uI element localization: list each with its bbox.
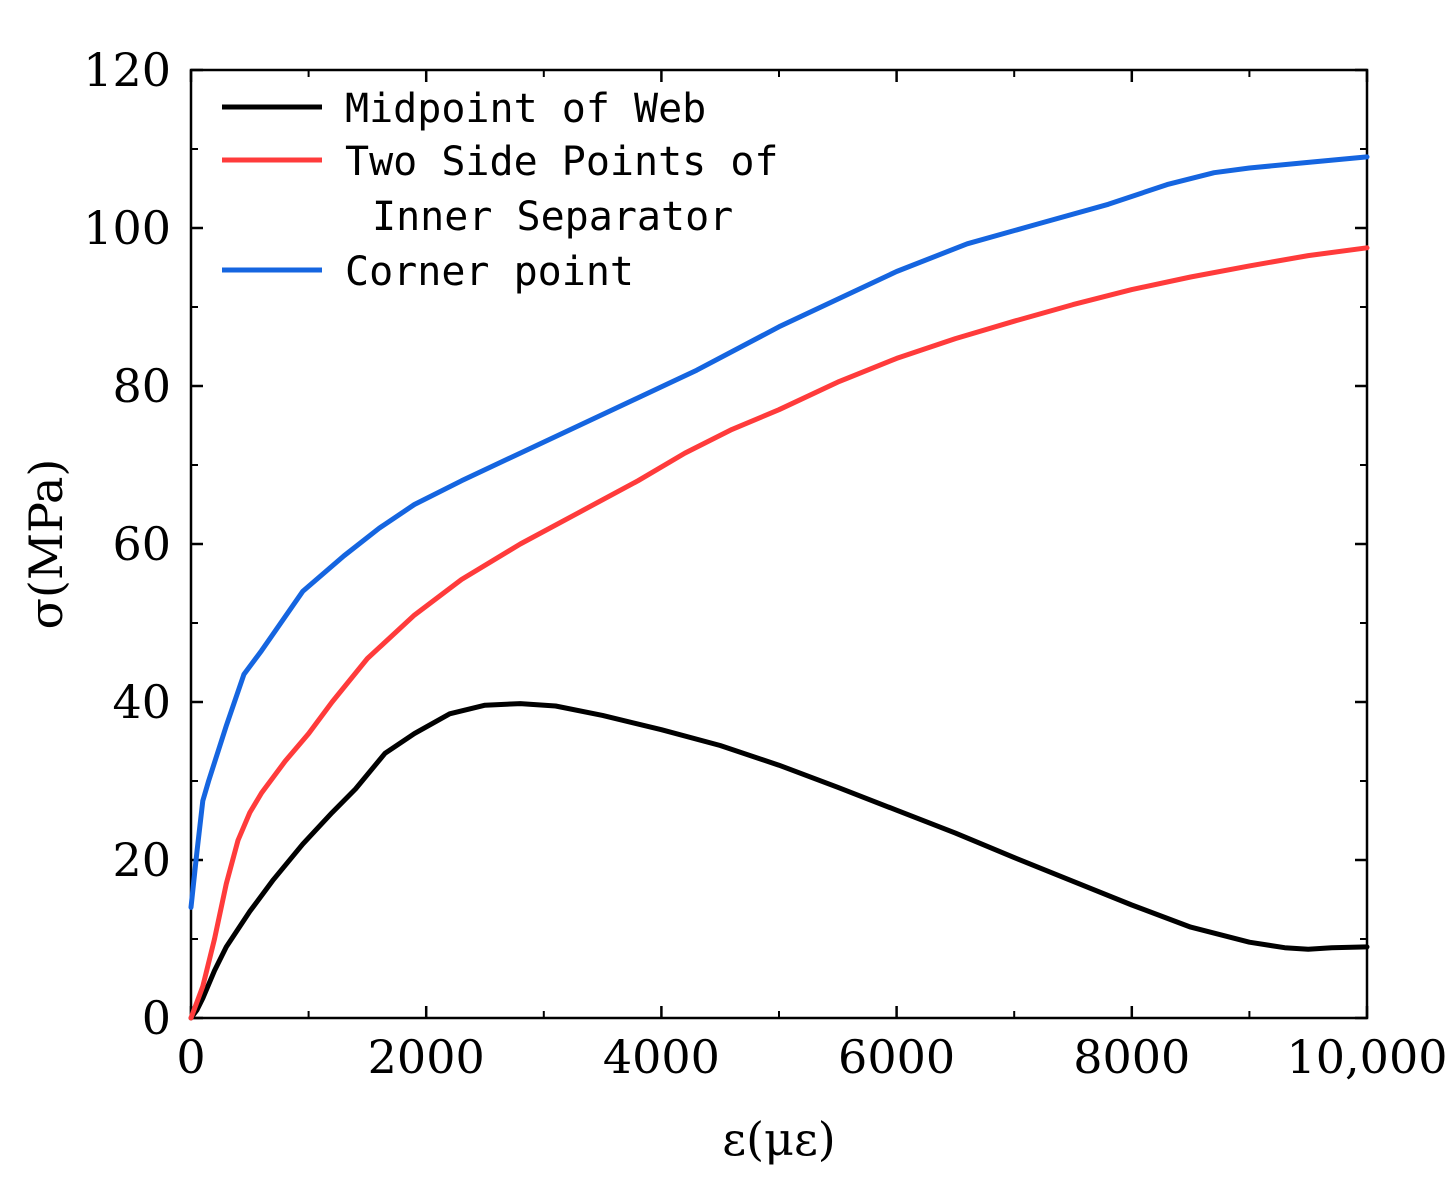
y-tick-label: 60 bbox=[112, 517, 171, 571]
legend-label-2: Two Side Points of Inner Separator bbox=[345, 139, 778, 240]
plot-frame bbox=[189, 68, 1369, 1020]
legend-label-1: Midpoint of Web bbox=[345, 86, 706, 132]
y-tick-label: 0 bbox=[142, 991, 171, 1045]
series-line-1 bbox=[188, 701, 1370, 1021]
x-tick-label: 4000 bbox=[603, 1030, 720, 1084]
axes bbox=[189, 68, 1369, 1020]
x-tick-label: 10,000 bbox=[1287, 1030, 1448, 1084]
series-line-3 bbox=[188, 154, 1370, 910]
y-tick-label: 80 bbox=[112, 359, 171, 413]
tick-group: 0 2000 4000 6000 8000 10,000 0 20 40 60 80 100 120 bbox=[83, 43, 1447, 1084]
x-tick-label: 6000 bbox=[838, 1030, 955, 1084]
legend-label-3: Corner point bbox=[345, 249, 634, 295]
x-axis-title: ε(με) bbox=[722, 1112, 835, 1166]
y-axis-title: σ(MPa) bbox=[19, 459, 73, 630]
x-tick-label: 2000 bbox=[368, 1030, 485, 1084]
y-tick-label: 120 bbox=[83, 43, 171, 97]
series-line-2 bbox=[188, 245, 1370, 1021]
y-tick-label: 20 bbox=[112, 833, 171, 887]
series-layer bbox=[188, 154, 1370, 1021]
x-tick-label: 8000 bbox=[1073, 1030, 1190, 1084]
y-tick-label: 40 bbox=[112, 675, 171, 729]
x-tick-label: 0 bbox=[176, 1030, 205, 1084]
y-tick-label: 100 bbox=[83, 201, 171, 255]
legend: Midpoint of Web Two Side Points of Inner S… bbox=[222, 86, 778, 295]
